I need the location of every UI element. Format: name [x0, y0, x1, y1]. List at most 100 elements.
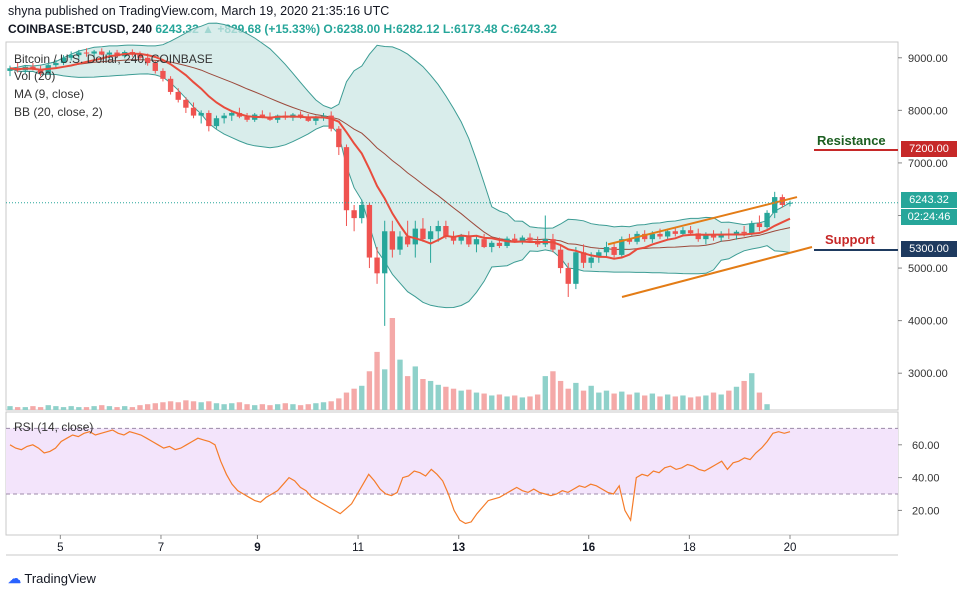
candle-body — [144, 57, 151, 64]
resistance-label: Resistance — [817, 133, 886, 148]
candle-body — [573, 252, 579, 284]
volume-bar — [764, 404, 770, 410]
candle — [213, 115, 220, 129]
volume-bar — [489, 395, 495, 410]
volume-bar — [343, 392, 350, 410]
volume-bar — [229, 403, 235, 410]
candle-body — [550, 239, 556, 250]
volume-bar — [642, 395, 648, 410]
candle-body — [359, 204, 365, 219]
candles — [7, 48, 793, 326]
volume-bar — [91, 406, 97, 410]
candle — [756, 215, 763, 232]
candle-body — [167, 78, 174, 92]
candle-body — [649, 233, 656, 240]
volume-bar — [496, 394, 503, 410]
candle-body — [106, 52, 113, 55]
symbol: COINBASE:BTCUSD, 240 — [8, 22, 153, 36]
volume-bar — [733, 386, 740, 410]
time-tick-label: 11 — [352, 542, 364, 554]
candle — [404, 220, 411, 248]
candle-body — [496, 242, 503, 246]
volume-bar — [397, 359, 403, 410]
volume-bar — [336, 398, 342, 410]
candle-body — [580, 252, 587, 263]
candle — [435, 220, 441, 242]
candle-body — [741, 231, 747, 234]
candle-body — [458, 236, 464, 241]
candle — [160, 68, 166, 82]
volume-bar — [68, 406, 74, 410]
axes: 9000.008000.007000.006000.005000.004000.… — [57, 53, 948, 554]
candle-body — [137, 54, 143, 58]
volume-bar — [695, 396, 701, 410]
candle-body — [259, 114, 266, 117]
candle-body — [328, 115, 334, 129]
candle-body — [756, 223, 763, 228]
volume-bar — [664, 394, 671, 410]
candle-body — [450, 236, 457, 241]
brand-text: TradingView — [24, 571, 96, 586]
volume-bar — [359, 385, 365, 410]
rsi-line — [9, 429, 791, 525]
candle — [152, 60, 158, 74]
candle — [336, 126, 342, 156]
volume-bar — [565, 388, 571, 410]
candle — [466, 231, 472, 248]
candle — [580, 244, 587, 269]
ma-label: MA (9, close) — [14, 87, 85, 101]
candle — [190, 102, 197, 119]
time-tick-label: 13 — [452, 542, 465, 554]
candle-body — [672, 231, 678, 234]
candle-body — [91, 51, 97, 54]
volume-bar — [435, 384, 441, 410]
volume-bar — [259, 404, 266, 410]
time-tick-label: 5 — [57, 542, 63, 554]
rsi-tick-label: 20.00 — [912, 505, 940, 517]
candle-body — [664, 231, 671, 237]
tradingview-logo-icon: ☁ — [8, 571, 21, 586]
candle-body — [565, 268, 571, 284]
volume-bar — [557, 380, 564, 410]
volume-bar — [328, 401, 334, 410]
volume-bar — [466, 389, 472, 410]
candle — [60, 55, 67, 66]
volume-bar — [53, 406, 59, 410]
volume-bar — [389, 318, 396, 410]
volume-bar — [37, 407, 44, 410]
candle-body — [83, 52, 90, 54]
candle-body — [772, 197, 778, 213]
candle-body — [527, 237, 533, 241]
bollinger-bands — [9, 22, 791, 309]
volume-bar — [213, 403, 220, 410]
channel-upper-line — [607, 196, 798, 246]
volume-bar — [320, 402, 327, 410]
candle — [603, 241, 610, 258]
bb-lower — [9, 67, 791, 309]
candle-body — [626, 239, 633, 242]
volume-bar — [680, 395, 686, 410]
volume-bar — [619, 391, 625, 410]
candle — [573, 247, 579, 290]
candle — [83, 48, 90, 57]
volume-bar — [726, 390, 732, 410]
footer-brand[interactable]: ☁ TradingView — [8, 571, 96, 587]
candle-body — [473, 239, 480, 245]
candle-body — [366, 204, 373, 258]
candle-body — [427, 231, 434, 240]
volume-bar — [221, 404, 227, 410]
volume-bar — [22, 407, 28, 410]
price-tick-label: 3000.00 — [908, 368, 948, 380]
volume-bar — [122, 406, 128, 410]
volume-bar — [412, 366, 418, 410]
volume-bar — [144, 404, 151, 410]
candle-body — [443, 226, 449, 237]
volume-bar — [282, 403, 288, 410]
candle-body — [397, 236, 403, 250]
candle-body — [642, 233, 648, 240]
volume-bar — [382, 369, 388, 410]
candle — [389, 220, 396, 258]
volume-bar — [313, 403, 319, 410]
volume-bar — [30, 406, 36, 410]
